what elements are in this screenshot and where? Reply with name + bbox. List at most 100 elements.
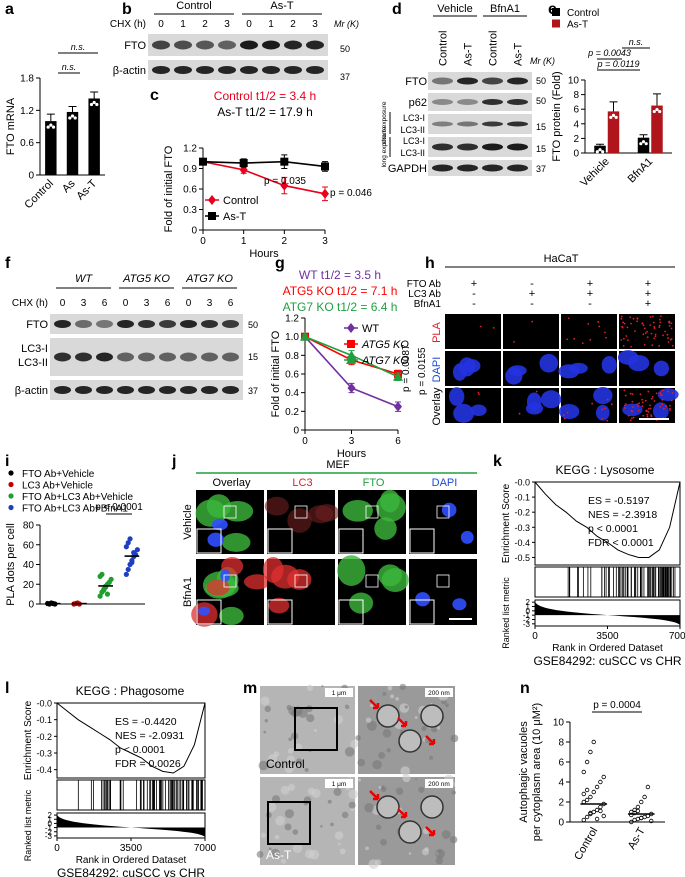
label: PLA <box>431 321 443 342</box>
em-texture <box>451 790 456 795</box>
blot-band <box>432 121 453 127</box>
speck <box>658 318 661 321</box>
inset-frame <box>294 505 308 519</box>
x-tick-label: 3500 <box>120 843 143 854</box>
speck <box>641 405 644 408</box>
cell <box>558 403 580 420</box>
panel-label: c <box>150 87 159 104</box>
speck <box>670 327 673 330</box>
blot-band <box>218 66 236 74</box>
label: CHX (h) <box>110 19 146 30</box>
blot-band <box>152 40 170 50</box>
metric-area <box>57 815 205 837</box>
speck <box>667 390 670 393</box>
em-texture <box>273 751 280 758</box>
y-axis-label: per cytoplasm area (10 μM²) <box>531 703 543 841</box>
legend-marker <box>552 8 560 16</box>
row-label: Control <box>266 757 305 771</box>
chart-title: KEGG : Phagosome <box>76 684 185 698</box>
legend-marker <box>8 470 14 476</box>
blot-band <box>222 320 239 328</box>
panel-label: j <box>171 453 176 470</box>
label: BfnA1 <box>182 577 194 607</box>
dot <box>70 114 75 118</box>
em-texture <box>365 717 372 723</box>
y2-tick-label: 1 <box>48 815 53 824</box>
bar <box>66 111 79 175</box>
em-texture <box>395 696 399 701</box>
y-tick-label: 0.6 <box>183 185 197 196</box>
error-bar <box>596 143 605 146</box>
label: ATG7 KO <box>185 273 233 285</box>
label: As-T <box>270 0 294 12</box>
point <box>639 815 644 821</box>
caption: GSE84292: cuSCC vs CHR <box>533 654 681 668</box>
cell <box>337 555 366 586</box>
speck <box>651 315 654 318</box>
em-texture <box>306 684 314 692</box>
speck <box>664 330 666 333</box>
cell <box>262 556 284 583</box>
y-tick-label: 0 <box>191 226 197 237</box>
inset-frame <box>436 574 450 588</box>
speck <box>649 316 652 318</box>
x-tick-label: 0 <box>54 843 60 854</box>
blot-band <box>138 352 155 362</box>
speck <box>653 337 656 340</box>
legend-marker <box>8 493 14 499</box>
bar <box>88 98 100 175</box>
y2-tick-label: -2 <box>523 616 531 625</box>
blot-band <box>96 352 113 362</box>
y2-tick-label: -2 <box>45 828 53 837</box>
speck <box>650 397 653 400</box>
label: 1 <box>180 19 186 30</box>
y-tick-label: 0 <box>573 149 579 160</box>
marker <box>280 180 289 191</box>
label: 6 <box>228 298 234 309</box>
speck <box>629 419 632 422</box>
speck <box>623 322 626 325</box>
blot-band <box>306 40 324 50</box>
label: - <box>472 298 476 310</box>
dot <box>51 125 56 129</box>
blot-band <box>262 66 280 74</box>
y-tick-label: 0.6 <box>285 370 299 381</box>
em-texture <box>270 848 280 858</box>
annotation: n.s. <box>71 42 86 52</box>
em-texture <box>441 830 451 839</box>
point <box>588 749 593 755</box>
em-texture <box>284 764 294 774</box>
point <box>588 810 593 816</box>
label: MEF <box>326 459 350 471</box>
speck <box>659 321 662 324</box>
y-tick-label: 60 <box>23 540 35 551</box>
blot-band <box>152 66 170 74</box>
speck <box>627 339 629 342</box>
point <box>584 814 590 820</box>
dot <box>639 142 643 146</box>
annotation: p = 0.0004 <box>593 700 641 711</box>
error-bar <box>68 106 77 112</box>
annotation: p = 0.0043 <box>587 48 631 58</box>
speck <box>649 407 652 410</box>
speck <box>627 414 630 417</box>
blot-band <box>117 386 134 394</box>
statistic: FDR = 0.0026 <box>115 758 181 770</box>
em-texture <box>296 758 303 765</box>
speck <box>492 326 495 329</box>
label: + <box>645 278 651 290</box>
vacuole <box>376 704 400 728</box>
label: 3 <box>224 19 230 30</box>
em-texture <box>264 718 269 723</box>
blot-band <box>222 352 239 362</box>
y-tick-label: -0.3 <box>36 749 52 759</box>
label: p62 <box>409 97 427 109</box>
cell <box>374 517 397 540</box>
label: Control <box>438 31 450 66</box>
marker <box>199 157 207 166</box>
speck <box>647 390 650 393</box>
blot-band <box>180 386 197 394</box>
label: DAPI <box>431 357 443 383</box>
speck <box>629 316 632 319</box>
